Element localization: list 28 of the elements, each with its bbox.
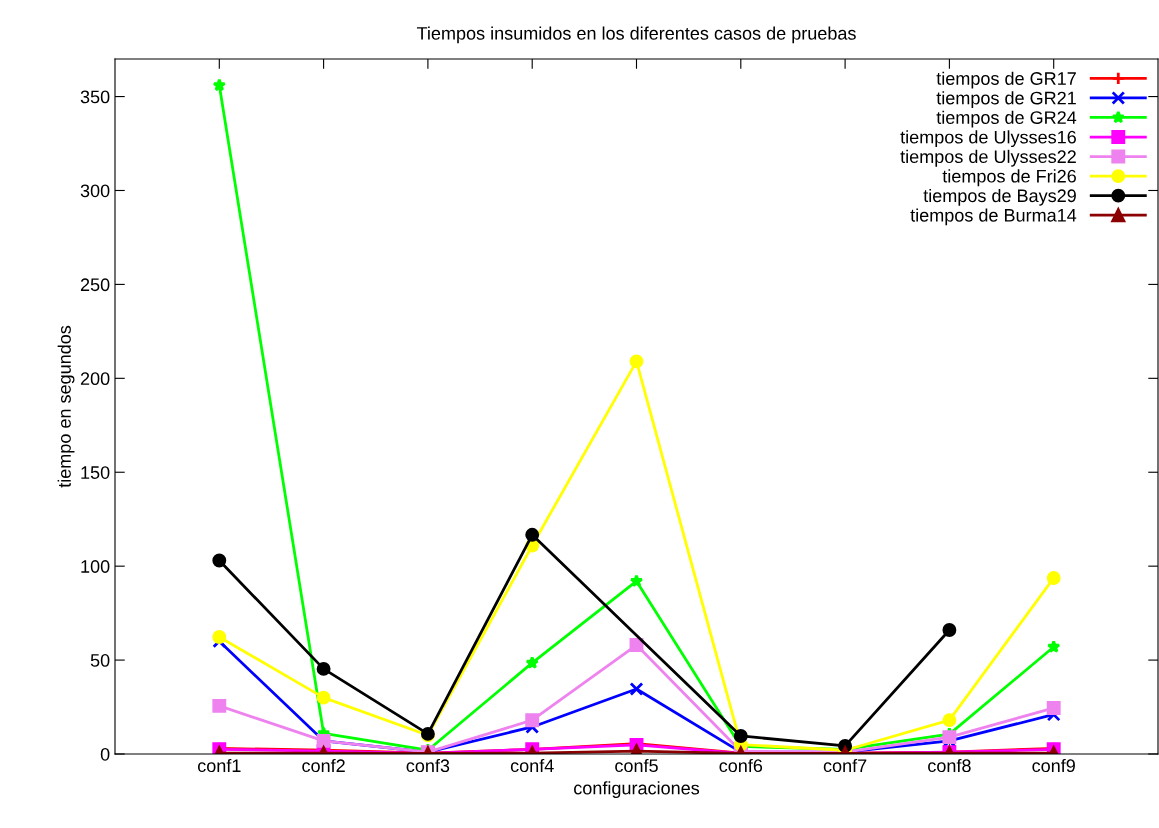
legend-label: tiempos de GR17 xyxy=(936,71,1076,89)
x-tick-label: conf4 xyxy=(510,758,554,773)
y-axis-title: tiempo en segundos xyxy=(57,325,75,488)
x-tick-label: conf6 xyxy=(719,758,763,773)
y-tick-label: 100 xyxy=(81,560,110,573)
legend-label: tiempos de GR24 xyxy=(936,110,1077,128)
x-tick-label: conf7 xyxy=(823,758,867,773)
legend-label: tiempos de GR21 xyxy=(936,91,1076,109)
x-tick-label: conf1 xyxy=(197,758,241,773)
x-axis-title: configuraciones xyxy=(574,781,700,799)
legend-label: tiempos de Burma14 xyxy=(910,208,1077,226)
legend-label: tiempos de Bays29 xyxy=(923,188,1076,206)
y-tick-label: 0 xyxy=(100,747,110,761)
y-tick-label: 300 xyxy=(80,184,110,198)
x-tick-label: conf5 xyxy=(615,758,658,773)
y-tick-label: 250 xyxy=(80,278,110,292)
y-tick-label: 350 xyxy=(80,90,110,104)
x-tick-label: conf3 xyxy=(406,758,450,773)
legend-label: tiempos de Fri26 xyxy=(942,169,1076,187)
y-tick-label: 150 xyxy=(81,466,110,479)
x-tick-label: conf8 xyxy=(928,758,971,773)
y-tick-label: 200 xyxy=(80,372,110,386)
x-tick-label: conf9 xyxy=(1032,758,1075,773)
legend-label: tiempos de Ulysses22 xyxy=(900,149,1076,167)
y-tick-label: 50 xyxy=(90,654,110,667)
legend-label: tiempos de Ulysses16 xyxy=(900,130,1076,148)
chart-title: Tiempos insumidos en los diferentes casos de pruebas xyxy=(416,26,856,44)
x-tick-label: conf2 xyxy=(302,758,345,773)
